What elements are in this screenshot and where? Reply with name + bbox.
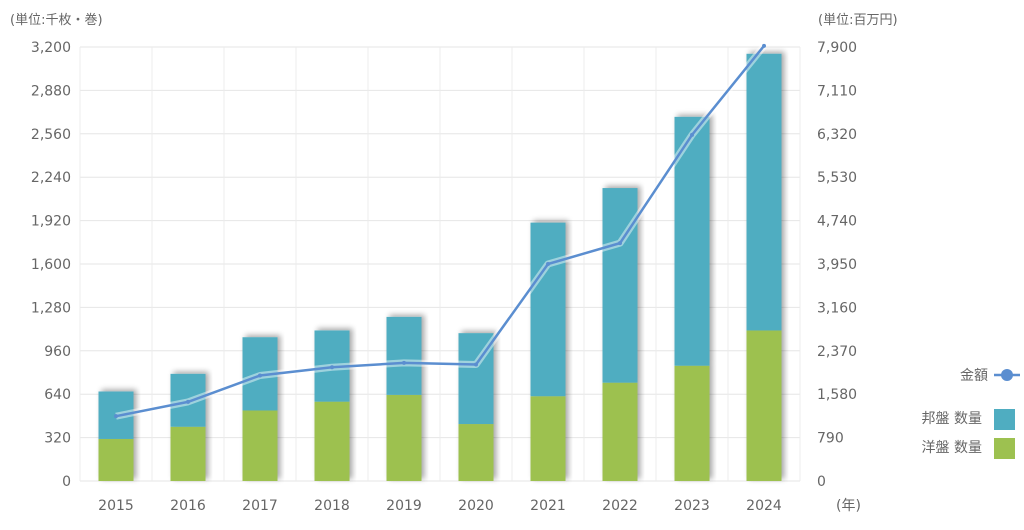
- right-y-tick-label: 7,110: [817, 83, 857, 99]
- bar-western-quantity: [98, 438, 134, 481]
- line-point: [258, 373, 262, 378]
- x-tick-label: 2022: [602, 498, 638, 514]
- legend-line-marker: [1001, 369, 1013, 381]
- bar-western-quantity: [242, 410, 278, 481]
- bar-western-quantity: [602, 382, 638, 481]
- bar-western-quantity: [458, 424, 494, 481]
- x-axis: 2015 2016 2017 2018 2019 2020 2021 2022 2023 2024: [98, 498, 782, 514]
- left-y-tick-label: 2,560: [31, 127, 71, 143]
- bar-stack: [746, 53, 782, 481]
- bar-japanese-quantity: [386, 316, 422, 395]
- bar-western-quantity: [746, 330, 782, 481]
- right-y-tick-label: 6,320: [817, 127, 857, 143]
- line-point: [546, 262, 550, 266]
- bar-japanese-quantity: [746, 53, 782, 331]
- x-axis-unit: (年): [836, 498, 861, 514]
- bar-western-quantity: [386, 394, 422, 481]
- right-y-axis: 0 790 1,580 2,370 3,160 3,950 4,740 5,530 6,320 7…: [817, 40, 857, 490]
- left-y-tick-label: 3,200: [31, 40, 71, 56]
- x-tick-label: 2024: [746, 498, 782, 514]
- bar-japanese-quantity: [602, 188, 638, 383]
- line-point: [618, 241, 622, 246]
- right-y-tick-label: 790: [817, 431, 844, 447]
- right-y-tick-label: 4,740: [817, 214, 857, 230]
- x-tick-label: 2019: [386, 498, 422, 514]
- legend-swatch-japanese: [994, 409, 1015, 430]
- right-y-tick-label: 1,580: [817, 387, 857, 403]
- bar-western-quantity: [674, 365, 710, 481]
- grid: [79, 46, 801, 482]
- line-point: [690, 132, 694, 137]
- x-tick-label: 2016: [170, 498, 206, 514]
- x-tick-label: 2018: [314, 498, 350, 514]
- left-y-tick-label: 0: [62, 474, 71, 490]
- bar-japanese-quantity: [530, 222, 566, 397]
- bar-stack: [314, 330, 350, 481]
- right-y-tick-label: 7,900: [817, 40, 857, 56]
- bar-stack: [98, 391, 134, 481]
- line-point: [402, 360, 406, 365]
- x-tick-label: 2023: [674, 498, 710, 514]
- legend-label-western: 洋盤 数量: [922, 440, 982, 456]
- line-point: [330, 365, 334, 370]
- right-y-tick-label: 2,370: [817, 344, 857, 360]
- line-point: [114, 414, 118, 419]
- left-y-tick-label: 640: [44, 387, 71, 403]
- line-point: [762, 43, 766, 48]
- bar-western-quantity: [314, 401, 350, 481]
- line-point: [186, 399, 190, 404]
- left-y-tick-label: 1,920: [31, 214, 71, 230]
- left-y-tick-label: 1,280: [31, 300, 71, 316]
- left-y-tick-label: 320: [44, 431, 71, 447]
- bar-stack: [674, 116, 710, 481]
- x-tick-label: 2015: [98, 498, 134, 514]
- left-y-tick-label: 1,600: [31, 257, 71, 273]
- bar-japanese-quantity: [674, 116, 710, 366]
- x-tick-label: 2020: [458, 498, 494, 514]
- left-axis-unit: (単位:千枚・巻): [10, 12, 103, 28]
- line-point: [474, 362, 478, 367]
- left-y-tick-label: 2,240: [31, 170, 71, 186]
- bars: [98, 53, 782, 481]
- bar-stack: [170, 373, 206, 481]
- bar-stack: [386, 316, 422, 481]
- bar-western-quantity: [530, 396, 566, 481]
- right-axis-unit: (単位:百万円): [818, 12, 898, 28]
- amount-line: [114, 43, 767, 420]
- left-y-axis: 0 320 640 960 1,280 1,600 1,920 2,240 2,560 2,880…: [31, 40, 71, 490]
- legend-label-japanese: 邦盤 数量: [922, 411, 982, 427]
- bar-stack: [242, 337, 278, 481]
- bar-stack: [458, 333, 494, 481]
- right-y-tick-label: 0: [817, 474, 826, 490]
- right-y-tick-label: 3,950: [817, 257, 857, 273]
- bar-stack: [602, 188, 638, 481]
- left-y-tick-label: 2,880: [31, 83, 71, 99]
- right-y-tick-label: 5,530: [817, 170, 857, 186]
- bar-western-quantity: [170, 426, 206, 481]
- legend-swatch-western: [994, 438, 1015, 459]
- legend-label-amount: 金額: [960, 368, 988, 384]
- left-y-tick-label: 960: [44, 344, 71, 360]
- line-amount: [115, 45, 765, 418]
- x-tick-label: 2021: [530, 498, 566, 514]
- bar-stack: [530, 222, 566, 481]
- right-y-tick-label: 3,160: [817, 300, 857, 316]
- x-tick-label: 2017: [242, 498, 278, 514]
